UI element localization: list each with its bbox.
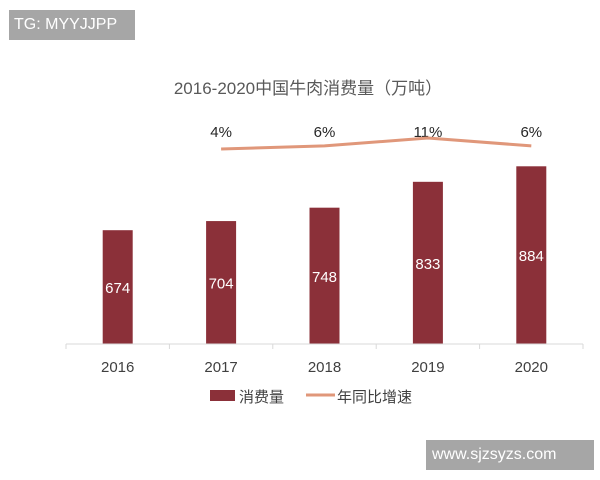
bar-2018 [309,207,340,344]
x-tick-label-2017: 2017 [204,359,237,376]
bar-label-2020: 884 [519,248,544,265]
legend: 消费量 年同比增速 [210,389,412,406]
watermark-top-left: TG: MYYJJPP [9,10,135,40]
x-tick-label-2016: 2016 [101,359,134,376]
legend-label-line: 年同比增速 [337,389,412,406]
legend-swatch-bar [210,390,235,401]
bar-label-2018: 748 [312,269,337,286]
bar-label-2019: 833 [415,256,440,273]
x-tick-label-2018: 2018 [308,359,341,376]
growth-line [221,136,532,151]
x-tick-label-2019: 2019 [411,359,444,376]
line-label-2019: 11% [413,124,442,141]
bar-label-2016: 674 [105,280,130,297]
line-label-2018: 6% [314,124,336,141]
x-tick-label-2020: 2020 [515,359,548,376]
bar-2019 [412,181,443,344]
chart-title: 2016-2020中国牛肉消费量（万吨） [174,79,442,98]
watermark-bottom-right: www.sjzsyzs.com [426,440,594,470]
line-label-2020: 6% [520,124,542,141]
line-label-2017: 4% [210,124,232,141]
bar-2020 [516,166,547,344]
bar-label-2017: 704 [209,276,234,293]
legend-label-bar: 消费量 [239,389,284,406]
bar-2017 [206,221,237,344]
bar-2016 [102,230,133,344]
